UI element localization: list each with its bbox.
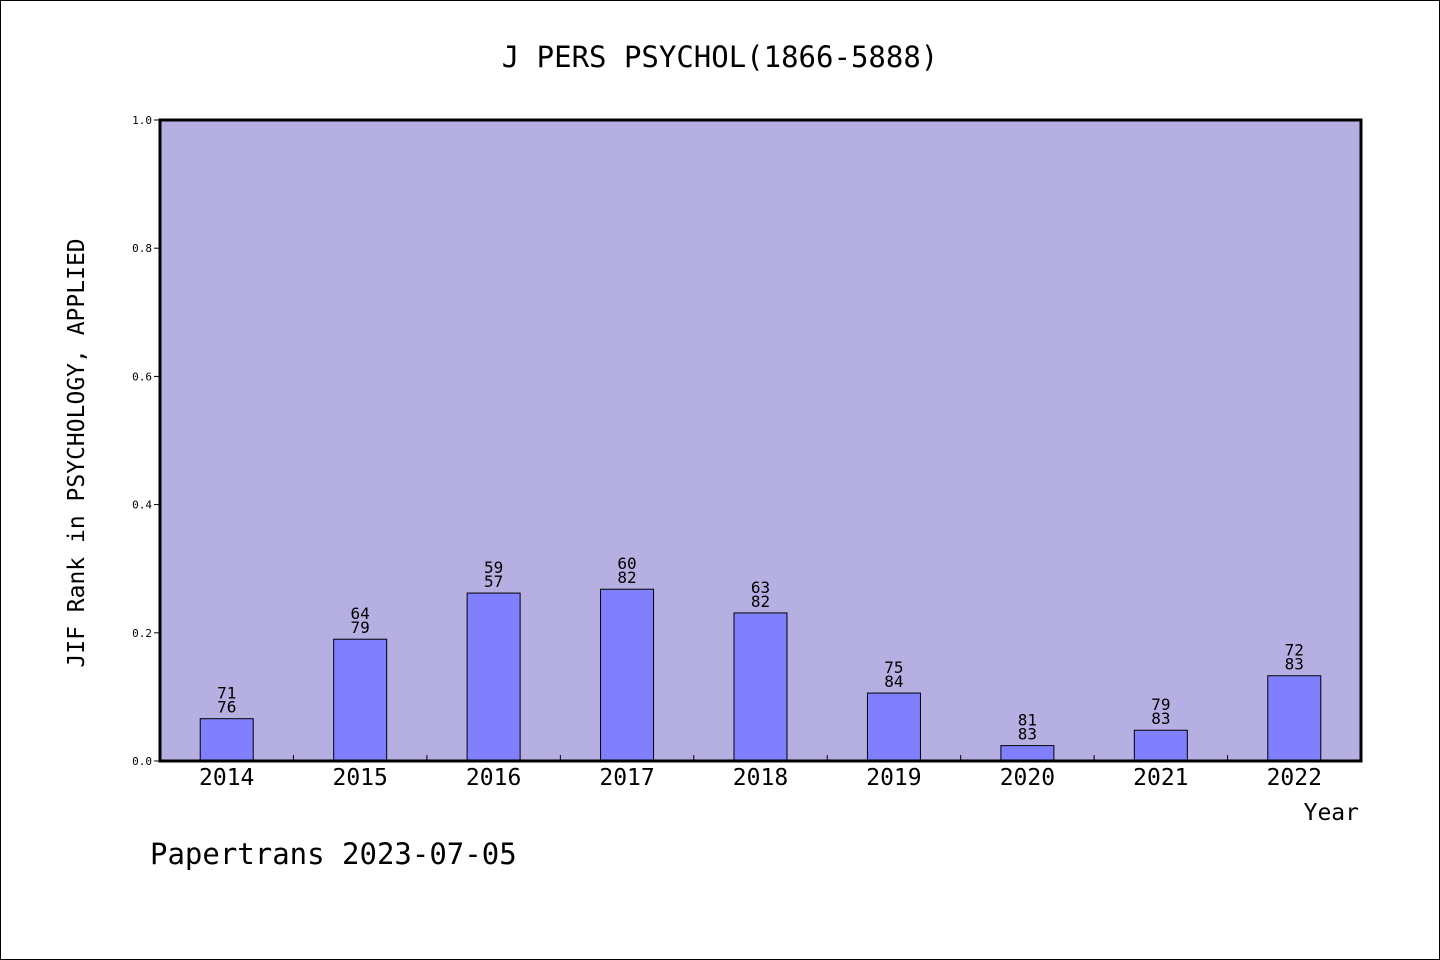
total-label: 82 xyxy=(617,568,636,587)
y-tick-label: 0.2 xyxy=(132,627,152,640)
bar-2014 xyxy=(199,718,254,762)
x-tick-label: 2017 xyxy=(599,765,654,791)
bar-2018 xyxy=(733,612,788,762)
bar-2020 xyxy=(1000,745,1055,762)
x-tick-label: 2022 xyxy=(1267,765,1322,791)
total-label: 79 xyxy=(351,618,370,637)
bar-2022 xyxy=(1267,675,1322,762)
y-axis-label: JIF Rank in PSYCHOLOGY, APPLIED xyxy=(64,238,90,667)
x-tick-label: 2016 xyxy=(466,765,521,791)
y-tick-label: 0.8 xyxy=(132,242,152,255)
x-tick-label: 2015 xyxy=(332,765,387,791)
rank-label: 72 xyxy=(1285,641,1304,660)
rank-label: 81 xyxy=(1018,711,1037,730)
bar-2019 xyxy=(866,692,921,762)
y-tick-label: 1.0 xyxy=(132,114,152,127)
total-label: 83 xyxy=(1151,709,1170,728)
total-label: 57 xyxy=(484,572,503,591)
total-label: 82 xyxy=(751,592,770,611)
total-label: 83 xyxy=(1018,725,1037,744)
rank-label: 71 xyxy=(217,684,236,703)
x-tick-label: 2020 xyxy=(1000,765,1055,791)
rank-label: 75 xyxy=(884,658,903,677)
x-tick-label: 2018 xyxy=(733,765,788,791)
x-tick-label: 2021 xyxy=(1133,765,1188,791)
chart-title: J PERS PSYCHOL(1866-5888) xyxy=(502,40,939,74)
rank-label: 60 xyxy=(617,554,636,573)
y-tick-label: 0.6 xyxy=(132,370,152,383)
y-tick-label: 0.4 xyxy=(132,499,152,512)
rank-label: 64 xyxy=(351,604,370,623)
axis-ticks: 0.0 0.2 0.4 0.6 0.8 1.0 2014 2015 2016 2017 2018 20… xyxy=(132,114,1322,791)
bar-2017 xyxy=(600,588,655,762)
total-label: 76 xyxy=(217,698,236,717)
y-tick-label: 0.0 xyxy=(132,755,152,768)
bar-2016 xyxy=(466,592,521,762)
bar-2021 xyxy=(1133,729,1188,762)
plot-border xyxy=(158,118,1363,763)
x-tick-label: 2014 xyxy=(199,765,254,791)
rank-label: 59 xyxy=(484,558,503,577)
bars xyxy=(199,588,1322,762)
total-label: 83 xyxy=(1285,655,1304,674)
total-label: 84 xyxy=(884,672,903,691)
x-tick-label: 2019 xyxy=(866,765,921,791)
rank-label: 79 xyxy=(1151,695,1170,714)
bar-2015 xyxy=(333,638,388,762)
x-axis-label: Year xyxy=(1304,800,1359,826)
rank-label: 63 xyxy=(751,578,770,597)
footer-text: Papertrans 2023-07-05 xyxy=(150,837,517,871)
